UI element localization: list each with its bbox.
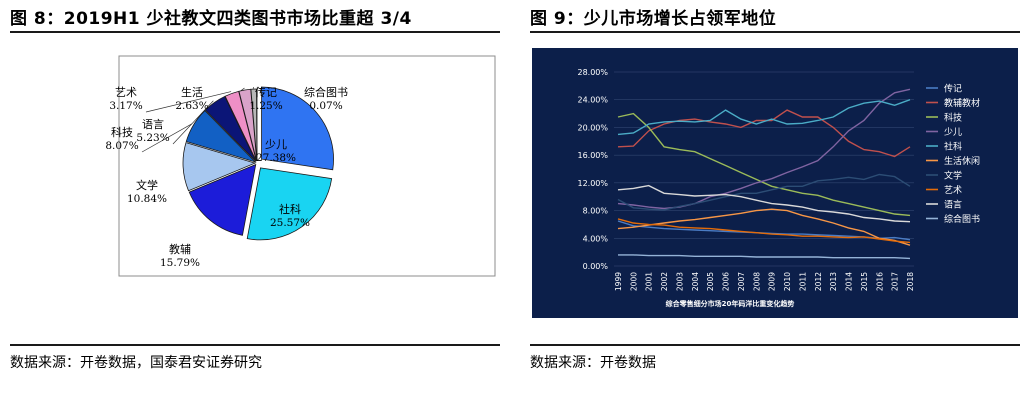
source-rule <box>530 344 1020 346</box>
legend-label-6: 文学 <box>944 170 962 182</box>
x-tick-label: 2014 <box>845 272 854 291</box>
legend-label-0: 传记 <box>944 83 962 95</box>
series-line-9 <box>618 254 911 260</box>
pie-slice-1 <box>246 167 333 241</box>
legend-label-2: 科技 <box>944 112 962 124</box>
pie-value-label-9: 0.07% <box>309 100 342 112</box>
series-line-4 <box>617 99 911 136</box>
pie-value-label-1: 25.57% <box>270 217 310 229</box>
pie-slice-0 <box>261 86 334 171</box>
pie-label-6: 艺术 <box>115 86 137 99</box>
pie-value-label-5: 5.23% <box>136 132 169 144</box>
pie-label-3: 文学 <box>136 178 158 192</box>
x-tick-label: 2000 <box>629 272 638 291</box>
figure-9-title: 图 9：少儿市场增长占领军地位 <box>530 9 777 29</box>
x-tick-label: 2018 <box>906 272 915 291</box>
x-tick-label: 2009 <box>768 272 777 291</box>
pie-value-label-6: 3.17% <box>109 100 142 112</box>
y-tick-label: 28.00% <box>577 68 608 77</box>
pie-label-0: 少儿 <box>265 138 287 151</box>
pie-label-4: 科技 <box>111 125 133 139</box>
figure-8-source: 数据来源：开卷数据，国泰君安证券研究 <box>10 355 262 371</box>
pie-value-label-2: 15.79% <box>160 257 200 269</box>
x-tick-label: 2012 <box>814 272 823 291</box>
pie-slice-2 <box>188 163 257 236</box>
legend-label-7: 艺术 <box>944 184 962 196</box>
series-line-1 <box>617 109 911 158</box>
legend-label-3: 少儿 <box>944 127 962 138</box>
series-line-2 <box>617 112 911 217</box>
pie-leader-line-5 <box>172 100 214 145</box>
legend-label-8: 语言 <box>944 199 962 211</box>
series-line-7 <box>617 218 911 244</box>
y-tick-label: 16.00% <box>577 151 608 160</box>
x-tick-label: 2013 <box>829 272 838 291</box>
y-tick-label: 8.00% <box>583 207 609 216</box>
pie-slice-3 <box>182 142 257 192</box>
figure-8-title: 图 8：2019H1 少社教文四类图书市场比重超 3/4 <box>10 9 412 29</box>
pie-label-1: 社科 <box>279 202 301 216</box>
pie-leader-line-4 <box>141 123 193 153</box>
legend-label-5: 生活休闲 <box>944 155 980 167</box>
chart-subtitle: 综合零售细分市场20年码洋比重变化趋势 <box>666 299 795 308</box>
pie-value-label-7: 2.63% <box>175 100 208 112</box>
pie-value-label-0: 27.38% <box>256 152 296 164</box>
legend-label-4: 社科 <box>944 141 962 153</box>
figure-9-source: 数据来源：开卷数据 <box>530 355 656 371</box>
legend-label-1: 教辅教材 <box>944 97 980 109</box>
title-rule <box>530 31 1020 33</box>
pie-label-8: 传记 <box>255 86 277 99</box>
pie-label-2: 教辅 <box>169 242 191 256</box>
pie-value-label-8: 1.25% <box>249 100 282 112</box>
right-figure-panel: 图 9：少儿市场增长占领军地位 1999 2000 2001 2002 2003 2004… <box>520 0 1020 405</box>
y-tick-label: 4.00% <box>583 234 609 243</box>
pie-label-7: 生活 <box>181 85 203 99</box>
line-chart: 1999 2000 2001 2002 2003 2004 2005 2006 2007 2008… <box>532 48 1018 318</box>
pie-value-label-4: 8.07% <box>105 140 138 152</box>
pie-value-label-3: 10.84% <box>127 193 167 205</box>
y-tick-label: 24.00% <box>577 96 608 105</box>
x-tick-label: 2001 <box>645 272 654 291</box>
x-tick-label: 2002 <box>660 272 669 291</box>
x-tick-label: 2010 <box>783 272 792 291</box>
x-tick-label: 2017 <box>891 272 900 291</box>
x-tick-label: 1999 <box>614 272 623 291</box>
x-tick-label: 2003 <box>675 272 684 291</box>
legend-label-9: 综合图书 <box>944 213 980 225</box>
x-tick-label: 2006 <box>722 272 731 291</box>
series-line-3 <box>617 88 911 210</box>
x-tick-label: 2005 <box>706 272 715 291</box>
source-rule <box>10 344 500 346</box>
title-rule <box>10 31 500 33</box>
y-tick-label: 0.00% <box>583 262 609 271</box>
y-tick-label: 12.00% <box>577 179 608 188</box>
pie-label-9: 综合图书 <box>304 85 348 99</box>
series-line-6 <box>617 173 911 211</box>
x-tick-label: 2007 <box>737 272 746 291</box>
pie-slice-4 <box>185 110 257 163</box>
x-tick-label: 2004 <box>691 272 700 291</box>
x-tick-label: 2015 <box>860 272 869 291</box>
series-line-8 <box>617 184 911 223</box>
left-figure-panel: 图 8：2019H1 少社教文四类图书市场比重超 3/4 少儿 27.38% 社科 2… <box>0 0 500 405</box>
pie-slice-5 <box>204 95 257 162</box>
y-tick-label: 20.00% <box>577 123 608 132</box>
x-tick-label: 2008 <box>752 272 761 291</box>
series-line-5 <box>617 208 911 246</box>
pie-label-5: 语言 <box>142 118 164 131</box>
pie-leader-line-6 <box>145 91 232 113</box>
x-tick-label: 2011 <box>798 272 807 291</box>
x-tick-label: 2016 <box>875 272 884 291</box>
